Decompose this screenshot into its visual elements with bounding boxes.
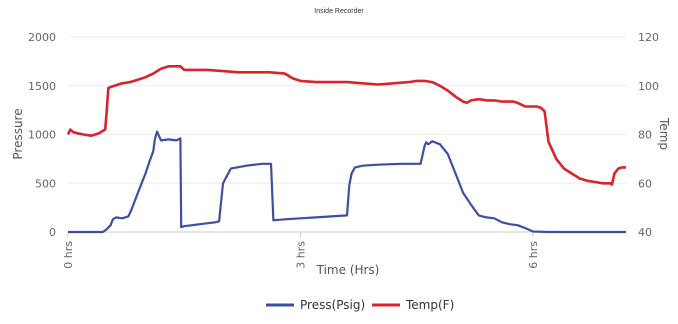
y2-tick-label: 120 [638,31,659,44]
y2-tick-label: 100 [638,80,659,93]
chart-title: Inside Recorder [314,8,364,15]
legend-label-press: Press(Psig) [300,298,365,312]
y2-tick-label: 60 [638,177,652,190]
y-axis-title: Pressure [11,108,25,159]
y-tick-label: 500 [35,177,56,190]
y-tick-label: 0 [49,226,56,239]
y2-tick-label: 40 [638,226,652,239]
axis-ticks: 0 500 1000 1500 2000 40 60 80 100 120 0 hrs 3 hrs 6 … [28,31,659,269]
y2-tick-label: 80 [638,129,652,142]
y-tick-label: 1500 [28,80,56,93]
legend-label-temp: Temp(F) [405,298,454,312]
legend: Press(Psig) Temp(F) [266,298,454,312]
x-tick-label: 6 hrs [527,241,540,269]
x-tick-label: 0 hrs [62,241,75,269]
y2-axis-title: Temp [657,117,671,150]
x-axis-title: Time (Hrs) [316,263,380,277]
series-line-temp [66,65,626,186]
y-tick-label: 2000 [28,31,56,44]
x-tick-label: 3 hrs [295,241,308,269]
series-line-press [68,130,626,234]
y-tick-label: 1000 [28,129,56,142]
series-lines [66,65,626,234]
